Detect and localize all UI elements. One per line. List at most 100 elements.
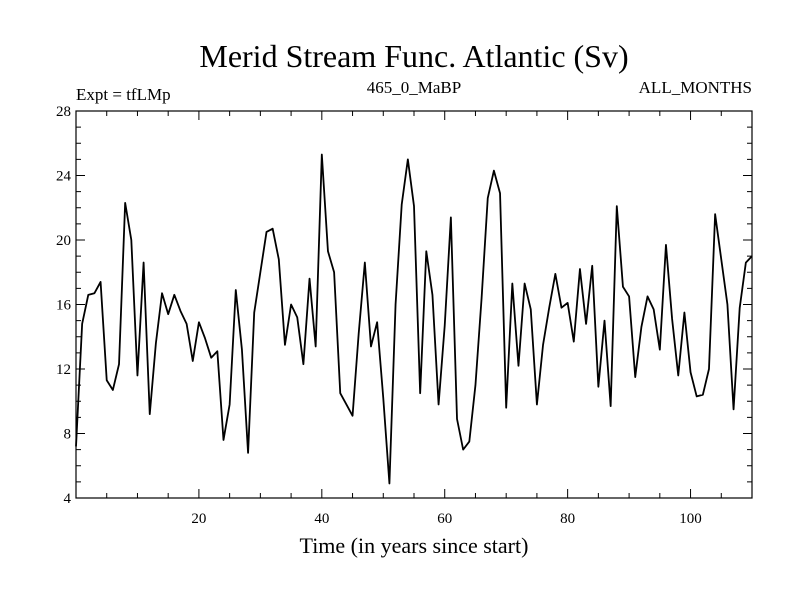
data-point bbox=[345, 403, 347, 405]
x-axis-label: Time (in years since start) bbox=[300, 533, 529, 558]
x-tick-label: 60 bbox=[437, 511, 452, 527]
data-point bbox=[622, 286, 624, 288]
data-point bbox=[523, 282, 525, 284]
data-point bbox=[634, 376, 636, 378]
y-tick-label: 24 bbox=[56, 169, 72, 185]
data-point bbox=[603, 319, 605, 321]
data-point bbox=[702, 394, 704, 396]
data-point bbox=[204, 337, 206, 339]
subtitle-center: 465_0_MaBP bbox=[367, 78, 461, 97]
data-point bbox=[493, 169, 495, 171]
chart-title: Merid Stream Func. Atlantic (Sv) bbox=[199, 38, 628, 74]
data-point bbox=[585, 323, 587, 325]
data-point bbox=[241, 348, 243, 350]
data-point bbox=[198, 321, 200, 323]
data-point bbox=[333, 271, 335, 273]
data-point bbox=[327, 250, 329, 252]
data-point bbox=[480, 297, 482, 299]
data-point bbox=[505, 407, 507, 409]
data-point bbox=[155, 342, 157, 344]
data-point bbox=[536, 403, 538, 405]
data-point bbox=[419, 392, 421, 394]
data-point bbox=[314, 345, 316, 347]
data-point bbox=[708, 368, 710, 370]
data-point bbox=[597, 386, 599, 388]
data-point bbox=[124, 202, 126, 204]
data-point bbox=[517, 365, 519, 367]
data-point bbox=[339, 392, 341, 394]
data-point bbox=[714, 213, 716, 215]
data-point bbox=[302, 363, 304, 365]
data-point bbox=[382, 397, 384, 399]
data-point bbox=[401, 203, 403, 205]
data-point bbox=[112, 389, 114, 391]
data-point bbox=[671, 318, 673, 320]
data-point bbox=[511, 282, 513, 284]
data-point bbox=[216, 350, 218, 352]
data-point bbox=[659, 348, 661, 350]
data-point bbox=[228, 403, 230, 405]
y-tick-label: 4 bbox=[64, 491, 72, 507]
data-point bbox=[431, 294, 433, 296]
subtitle-right: ALL_MONTHS bbox=[639, 78, 752, 97]
y-tick-label: 16 bbox=[56, 298, 72, 314]
x-tick-label: 80 bbox=[560, 511, 575, 527]
data-point bbox=[185, 323, 187, 325]
data-point bbox=[462, 448, 464, 450]
data-point bbox=[573, 340, 575, 342]
data-point bbox=[93, 292, 95, 294]
data-point bbox=[444, 324, 446, 326]
data-point bbox=[609, 405, 611, 407]
data-point bbox=[745, 261, 747, 263]
data-point bbox=[149, 413, 151, 415]
data-point bbox=[136, 374, 138, 376]
data-point bbox=[677, 374, 679, 376]
data-point bbox=[652, 308, 654, 310]
data-point bbox=[253, 311, 255, 313]
data-point bbox=[376, 321, 378, 323]
data-point bbox=[739, 307, 741, 309]
data-point bbox=[259, 271, 261, 273]
data-point bbox=[99, 281, 101, 283]
data-point bbox=[579, 268, 581, 270]
data-point bbox=[167, 313, 169, 315]
data-point bbox=[628, 295, 630, 297]
data-point bbox=[388, 482, 390, 484]
data-point bbox=[640, 326, 642, 328]
data-point bbox=[296, 316, 298, 318]
data-point bbox=[142, 261, 144, 263]
data-point bbox=[646, 295, 648, 297]
data-point bbox=[542, 344, 544, 346]
data-point bbox=[222, 439, 224, 441]
x-tick-labels: 20 40 60 80 100 bbox=[191, 511, 701, 527]
data-point bbox=[665, 244, 667, 246]
data-point bbox=[278, 258, 280, 260]
data-point bbox=[81, 323, 83, 325]
data-point bbox=[265, 231, 267, 233]
data-point bbox=[437, 403, 439, 405]
data-point bbox=[351, 415, 353, 417]
data-point bbox=[130, 239, 132, 241]
data-point bbox=[357, 332, 359, 334]
subtitle-left: Expt = tfLMp bbox=[76, 85, 171, 104]
data-point bbox=[271, 228, 273, 230]
data-point bbox=[413, 205, 415, 207]
data-point bbox=[591, 265, 593, 267]
data-point bbox=[308, 278, 310, 280]
data-point bbox=[732, 408, 734, 410]
plot-frame bbox=[75, 110, 753, 499]
data-point bbox=[425, 250, 427, 252]
y-tick-label: 28 bbox=[56, 104, 71, 120]
data-point bbox=[394, 303, 396, 305]
data-point bbox=[118, 363, 120, 365]
y-tick-labels: 4 8 12 16 20 24 28 bbox=[56, 104, 72, 507]
data-point bbox=[560, 307, 562, 309]
data-point bbox=[370, 345, 372, 347]
data-point bbox=[106, 379, 108, 381]
data-point bbox=[720, 258, 722, 260]
data-point bbox=[456, 418, 458, 420]
data-point bbox=[321, 153, 323, 155]
data-point bbox=[284, 344, 286, 346]
data-point bbox=[554, 273, 556, 275]
